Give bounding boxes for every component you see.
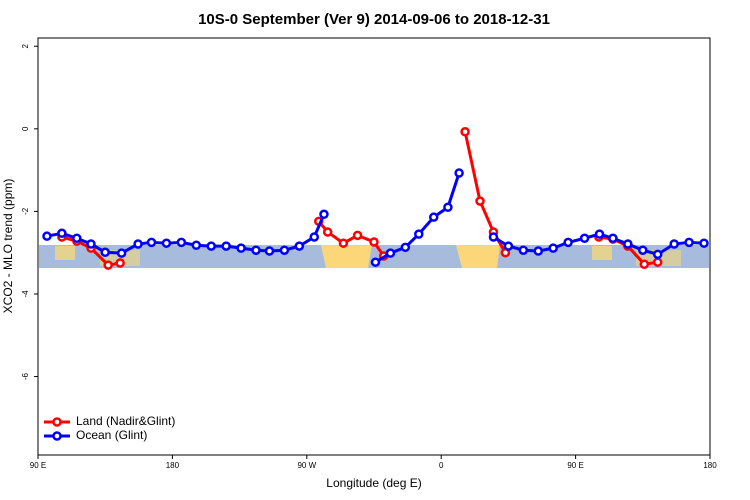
x-tick-label: 90 E [30, 461, 46, 470]
data-point [428, 212, 439, 222]
y-tick-label: -6 [21, 372, 30, 380]
data-point [533, 246, 544, 256]
data-point [414, 229, 424, 239]
data-point [352, 230, 363, 241]
data-point [400, 242, 411, 253]
data-point [579, 233, 590, 243]
data-point [206, 241, 216, 251]
data-point [548, 243, 558, 253]
data-point [57, 228, 67, 239]
data-point [638, 245, 648, 255]
data-point [639, 259, 650, 270]
data-point [338, 238, 349, 248]
y-tick-label: -2 [21, 207, 30, 215]
data-point [100, 247, 110, 258]
data-point [279, 245, 290, 255]
data-point [369, 237, 379, 247]
data-point [72, 233, 82, 243]
legend-marker [52, 431, 62, 441]
data-point [460, 126, 470, 137]
x-tick-label: 180 [703, 461, 717, 470]
data-point [161, 238, 172, 248]
data-point [652, 257, 663, 267]
legend-marker [52, 417, 62, 427]
data-point [322, 227, 333, 237]
data-point [475, 196, 485, 206]
data-point [652, 249, 663, 260]
data-point [370, 257, 381, 267]
data-point [443, 202, 453, 213]
data-point [115, 258, 125, 268]
data-point [684, 237, 694, 248]
data-point [518, 245, 529, 255]
x-tick-label: 90 W [297, 461, 316, 470]
data-point [669, 239, 679, 249]
data-point [385, 248, 396, 258]
data-point [319, 209, 329, 220]
data-point [42, 231, 52, 241]
data-point [503, 241, 514, 251]
x-tick-label: 90 E [567, 461, 583, 470]
data-point [309, 232, 320, 242]
data-point [488, 232, 499, 242]
y-axis-label: XCO2 - MLO trend (ppm) [1, 179, 15, 314]
legend-label: Ocean (Glint) [76, 428, 147, 442]
y-tick-label: 2 [21, 43, 30, 48]
data-point [116, 248, 127, 258]
data-point [563, 237, 573, 248]
data-point [133, 239, 143, 249]
data-point [294, 241, 305, 251]
data-point [176, 237, 187, 248]
data-point [594, 229, 605, 239]
x-tick-label: 180 [166, 461, 180, 470]
data-point [251, 245, 261, 255]
data-point [103, 260, 113, 270]
data-point [221, 241, 231, 251]
data-point [86, 239, 96, 249]
data-point [699, 238, 709, 248]
legend-label: Land (Nadir&Glint) [76, 414, 175, 428]
data-point [264, 246, 275, 256]
data-point [608, 233, 618, 243]
data-point [236, 243, 246, 253]
data-point [454, 168, 464, 178]
data-point [146, 237, 157, 248]
x-axis-label: Longitude (deg E) [326, 476, 421, 490]
data-point [623, 239, 633, 249]
y-tick-label: -4 [21, 290, 30, 298]
y-tick-label: 0 [21, 126, 30, 131]
plot-frame [37, 37, 711, 456]
chart-title: 10S-0 September (Ver 9) 2014-09-06 to 20… [198, 11, 550, 28]
data-point [191, 240, 202, 251]
x-tick-label: 0 [439, 461, 444, 470]
